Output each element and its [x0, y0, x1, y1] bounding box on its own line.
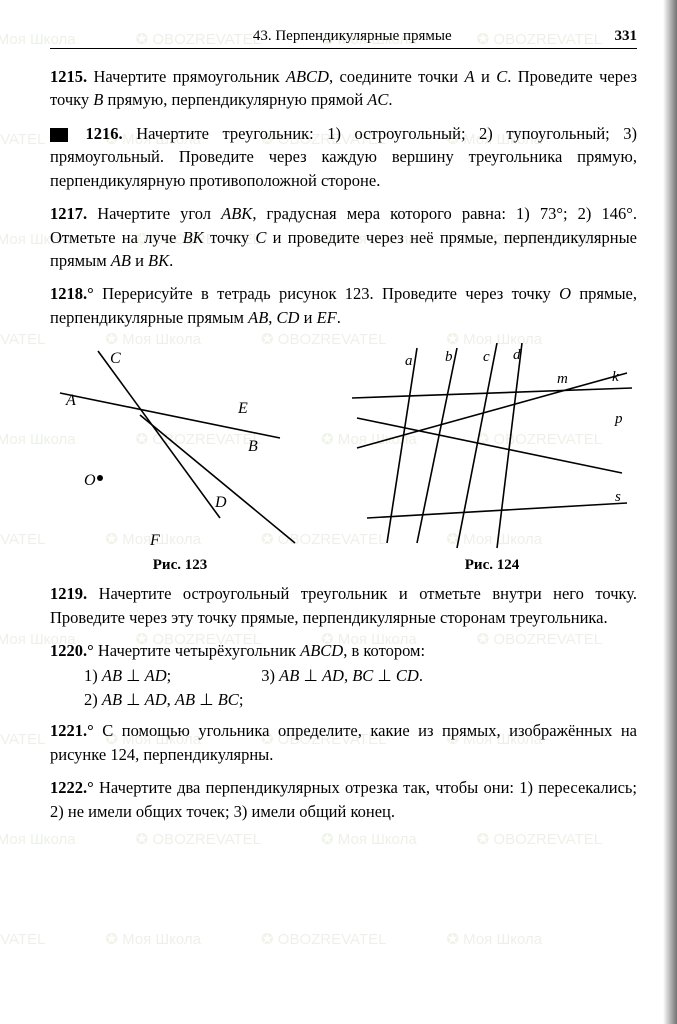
label-B: B	[248, 438, 258, 455]
problem-1218: 1218.° Перерисуйте в тетрадь рисунок 123…	[50, 282, 637, 329]
page-shadow	[663, 0, 677, 1024]
label-s: s	[615, 489, 621, 505]
marker-icon	[50, 128, 68, 142]
figure-124: a b c d m k p s Рис. 124	[347, 343, 637, 574]
fig-caption-123: Рис. 123	[50, 557, 310, 574]
figures-row: A C E B D F O Рис. 123	[50, 343, 637, 574]
label-p: p	[614, 411, 623, 427]
label-F: F	[149, 532, 160, 549]
label-d: d	[513, 347, 521, 363]
problem-1222: 1222.° Начертите два перпендикулярных от…	[50, 776, 637, 823]
fig-caption-124: Рис. 124	[347, 557, 637, 574]
problem-1221: 1221.° С помощью угольника определите, к…	[50, 719, 637, 766]
problem-1220: 1220.° Начертите четырёхугольник ABCD, в…	[50, 639, 637, 662]
figure-123: A C E B D F O Рис. 123	[50, 343, 310, 574]
page-content: 43. Перпендикулярные прямые 331 1215. На…	[0, 0, 677, 853]
label-O: O	[84, 472, 96, 489]
problem-1215: 1215. Начертите прямоугольник ABCD, соед…	[50, 65, 637, 112]
label-k: k	[612, 369, 619, 385]
label-c: c	[483, 349, 490, 365]
label-m: m	[557, 371, 568, 387]
label-b: b	[445, 349, 453, 365]
page-number: 331	[615, 28, 638, 45]
label-a: a	[405, 353, 413, 369]
problem-1217: 1217. Начертите угол ABK, градусная мера…	[50, 202, 637, 272]
problem-1219: 1219. Начертите остроугольный треугольни…	[50, 582, 637, 629]
section-title: 43. Перпендикулярные прямые	[253, 28, 452, 45]
label-A: A	[65, 392, 76, 409]
problem-1216: 1216. Начертите треугольник: 1) остроуго…	[50, 122, 637, 192]
label-E: E	[237, 400, 248, 417]
label-C: C	[110, 350, 121, 367]
label-D: D	[214, 494, 227, 511]
page-header: 43. Перпендикулярные прямые 331	[50, 28, 637, 49]
problem-1220-row1: 1) AB ⊥ AD; 3) AB ⊥ AD, BC ⊥ CD.	[50, 664, 637, 687]
problem-1220-row2: 2) AB ⊥ AD, AB ⊥ BC;	[50, 688, 637, 711]
